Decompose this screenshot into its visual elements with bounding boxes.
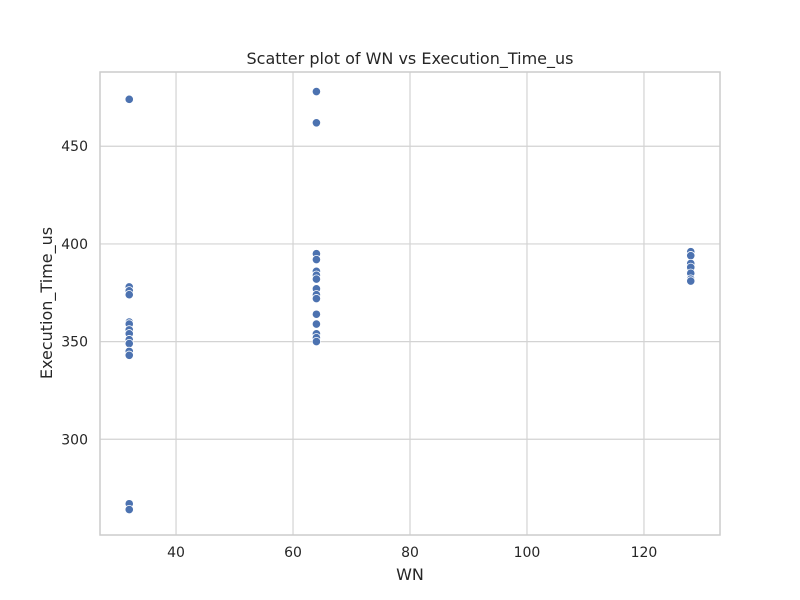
data-point xyxy=(311,309,322,319)
chart-title: Scatter plot of WN vs Execution_Time_us xyxy=(247,49,574,69)
x-tick-label: 100 xyxy=(514,545,541,561)
data-point xyxy=(686,251,696,261)
grid xyxy=(100,72,720,535)
y-tick-label: 350 xyxy=(61,335,88,351)
data-point xyxy=(311,86,322,97)
data-point xyxy=(311,118,322,128)
data-point xyxy=(124,94,134,104)
x-tick-label: 120 xyxy=(631,545,658,561)
data-point xyxy=(124,290,134,300)
scatter-points xyxy=(124,86,696,515)
plot-area-frame xyxy=(99,71,721,536)
plot-frame xyxy=(99,71,721,536)
y-axis-label: Execution_Time_us xyxy=(37,227,57,379)
data-point xyxy=(124,350,134,360)
data-point xyxy=(311,319,322,329)
y-tick-label: 450 xyxy=(61,139,88,155)
data-point xyxy=(311,254,322,265)
x-axis-label: WN xyxy=(396,565,424,584)
y-tick-label: 400 xyxy=(61,237,88,253)
data-point xyxy=(124,505,134,515)
data-point xyxy=(124,338,134,349)
x-tick-label: 80 xyxy=(401,545,419,561)
x-tick-label: 60 xyxy=(284,545,302,561)
x-tick-label: 40 xyxy=(167,545,185,561)
data-point xyxy=(686,276,696,286)
data-point xyxy=(311,336,322,347)
data-point xyxy=(311,274,322,284)
axis-ticks: 40 60 80 100 120 300 350 400 450 xyxy=(61,139,657,561)
data-point xyxy=(311,294,322,304)
y-tick-label: 300 xyxy=(61,432,88,448)
